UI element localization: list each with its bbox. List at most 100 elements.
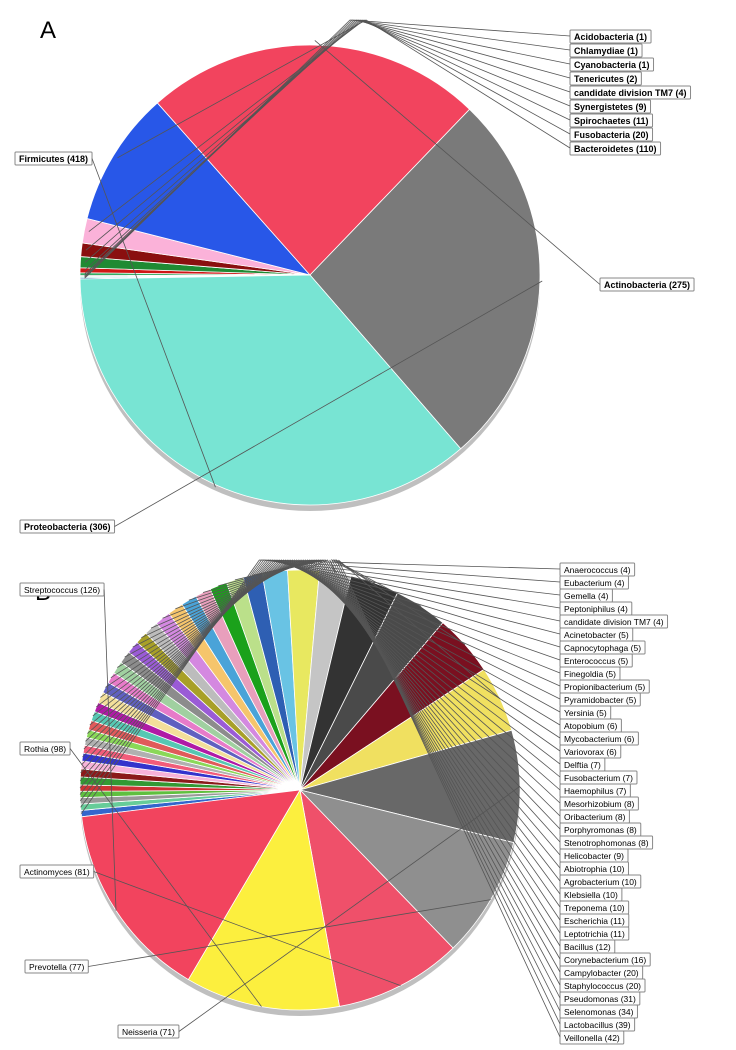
label-box: Pseudomonas (31) xyxy=(560,992,640,1005)
svg-text:Eubacterium (4): Eubacterium (4) xyxy=(564,578,625,588)
label-box: Campylobacter (20) xyxy=(560,966,643,979)
svg-text:Selenomonas (34): Selenomonas (34) xyxy=(564,1007,634,1017)
svg-text:candidate division TM7 (4): candidate division TM7 (4) xyxy=(574,88,687,98)
label-box: Stenotrophomonas (8) xyxy=(560,836,653,849)
label-box: Yersinia (5) xyxy=(560,706,611,719)
label-box: Atopobium (6) xyxy=(560,719,621,732)
label-box: Capnocytophaga (5) xyxy=(560,641,645,654)
label-box: Treponema (10) xyxy=(560,901,629,914)
svg-text:Cyanobacteria (1): Cyanobacteria (1) xyxy=(574,60,650,70)
svg-text:Delftia (7): Delftia (7) xyxy=(564,760,601,770)
label-box: candidate division TM7 (4) xyxy=(570,86,691,99)
svg-text:Treponema (10): Treponema (10) xyxy=(564,903,625,913)
label-box: Helicobacter (9) xyxy=(560,849,628,862)
label-box: Mesorhizobium (8) xyxy=(560,797,638,810)
label-box: Agrobacterium (10) xyxy=(560,875,641,888)
label-box: Peptoniphilus (4) xyxy=(560,602,632,615)
label-box: Cyanobacteria (1) xyxy=(570,58,654,71)
panel-letter-a: A xyxy=(40,17,56,44)
label-box: Tenericutes (2) xyxy=(570,72,641,85)
label-box: Leptotrichia (11) xyxy=(560,927,629,940)
label-box: Haemophilus (7) xyxy=(560,784,630,797)
label-box: Actinomyces (81) xyxy=(20,865,94,878)
svg-text:Enterococcus (5): Enterococcus (5) xyxy=(564,656,628,666)
label-box: Finegoldia (5) xyxy=(560,667,620,680)
svg-text:Bacillus (12): Bacillus (12) xyxy=(564,942,611,952)
svg-text:Tenericutes (2): Tenericutes (2) xyxy=(574,74,637,84)
svg-text:Abiotrophia (10): Abiotrophia (10) xyxy=(564,864,625,874)
svg-text:Lactobacillus (39): Lactobacillus (39) xyxy=(564,1020,631,1030)
label-box: Neisseria (71) xyxy=(118,1025,179,1038)
svg-text:Proteobacteria (306): Proteobacteria (306) xyxy=(24,522,111,532)
svg-text:Streptococcus (126): Streptococcus (126) xyxy=(24,585,100,595)
label-box: Acidobacteria (1) xyxy=(570,30,651,43)
svg-text:Haemophilus (7): Haemophilus (7) xyxy=(564,786,627,796)
svg-text:Actinomyces (81): Actinomyces (81) xyxy=(24,867,90,877)
label-box: Bacteroidetes (110) xyxy=(570,142,661,155)
label-box: Fusobacterium (7) xyxy=(560,771,637,784)
svg-text:Acinetobacter (5): Acinetobacter (5) xyxy=(564,630,629,640)
label-box: Eubacterium (4) xyxy=(560,576,628,589)
svg-text:Spirochaetes (11): Spirochaetes (11) xyxy=(574,116,649,126)
label-box: candidate division TM7 (4) xyxy=(560,615,668,628)
label-box: Escherichia (11) xyxy=(560,914,629,927)
label-box: Veillonella (42) xyxy=(560,1031,624,1044)
label-box: Streptococcus (126) xyxy=(20,583,104,596)
label-box: Selenomonas (34) xyxy=(560,1005,637,1018)
svg-text:Stenotrophomonas (8): Stenotrophomonas (8) xyxy=(564,838,649,848)
svg-text:Klebsiella (10): Klebsiella (10) xyxy=(564,890,618,900)
label-box: Rothia (98) xyxy=(20,742,70,755)
svg-text:Oribacterium (8): Oribacterium (8) xyxy=(564,812,626,822)
svg-text:Mesorhizobium (8): Mesorhizobium (8) xyxy=(564,799,635,809)
svg-text:Escherichia (11): Escherichia (11) xyxy=(564,916,625,926)
svg-text:Neisseria (71): Neisseria (71) xyxy=(122,1027,175,1037)
svg-text:Staphylococcus (20): Staphylococcus (20) xyxy=(564,981,641,991)
label-box: Lactobacillus (39) xyxy=(560,1018,635,1031)
svg-text:Porphyromonas (8): Porphyromonas (8) xyxy=(564,825,637,835)
svg-text:Synergistetes (9): Synergistetes (9) xyxy=(574,102,647,112)
svg-text:Yersinia (5): Yersinia (5) xyxy=(564,708,607,718)
label-box: Mycobacterium (6) xyxy=(560,732,638,745)
label-box: Anaerococcus (4) xyxy=(560,563,635,576)
label-box: Synergistetes (9) xyxy=(570,100,651,113)
svg-text:Pseudomonas (31): Pseudomonas (31) xyxy=(564,994,636,1004)
svg-text:Acidobacteria (1): Acidobacteria (1) xyxy=(574,32,647,42)
label-box: Enterococcus (5) xyxy=(560,654,632,667)
svg-text:Variovorax (6): Variovorax (6) xyxy=(564,747,617,757)
label-box: Proteobacteria (306) xyxy=(20,520,115,533)
label-box: Delftia (7) xyxy=(560,758,605,771)
svg-text:Rothia (98): Rothia (98) xyxy=(24,744,66,754)
svg-text:Gemella (4): Gemella (4) xyxy=(564,591,609,601)
svg-text:Fusobacteria (20): Fusobacteria (20) xyxy=(574,130,649,140)
label-box: Acinetobacter (5) xyxy=(560,628,633,641)
svg-text:Propionibacterium (5): Propionibacterium (5) xyxy=(564,682,645,692)
svg-text:Firmicutes (418): Firmicutes (418) xyxy=(19,154,88,164)
label-box: Prevotella (77) xyxy=(25,960,88,973)
svg-text:Finegoldia (5): Finegoldia (5) xyxy=(564,669,616,679)
label-box: Firmicutes (418) xyxy=(15,152,92,165)
svg-text:Actinobacteria (275): Actinobacteria (275) xyxy=(604,280,690,290)
svg-text:Leptotrichia (11): Leptotrichia (11) xyxy=(564,929,625,939)
label-box: Klebsiella (10) xyxy=(560,888,622,901)
svg-text:Fusobacterium (7): Fusobacterium (7) xyxy=(564,773,633,783)
label-box: Bacillus (12) xyxy=(560,940,615,953)
svg-text:Agrobacterium (10): Agrobacterium (10) xyxy=(564,877,637,887)
label-box: Porphyromonas (8) xyxy=(560,823,641,836)
label-box: Variovorax (6) xyxy=(560,745,621,758)
svg-text:Anaerococcus (4): Anaerococcus (4) xyxy=(564,565,631,575)
svg-text:Prevotella (77): Prevotella (77) xyxy=(29,962,84,972)
svg-text:Chlamydiae (1): Chlamydiae (1) xyxy=(574,46,638,56)
svg-text:Peptoniphilus (4): Peptoniphilus (4) xyxy=(564,604,628,614)
label-box: Chlamydiae (1) xyxy=(570,44,642,57)
label-box: Pyramidobacter (5) xyxy=(560,693,640,706)
label-box: Abiotrophia (10) xyxy=(560,862,628,875)
label-box: Oribacterium (8) xyxy=(560,810,629,823)
label-box: Fusobacteria (20) xyxy=(570,128,653,141)
svg-text:Bacteroidetes (110): Bacteroidetes (110) xyxy=(574,144,657,154)
label-box: Gemella (4) xyxy=(560,589,612,602)
svg-text:Campylobacter (20): Campylobacter (20) xyxy=(564,968,639,978)
label-box: Actinobacteria (275) xyxy=(600,278,694,291)
label-box: Spirochaetes (11) xyxy=(570,114,653,127)
svg-text:Mycobacterium (6): Mycobacterium (6) xyxy=(564,734,635,744)
svg-text:Veillonella (42): Veillonella (42) xyxy=(564,1033,620,1043)
